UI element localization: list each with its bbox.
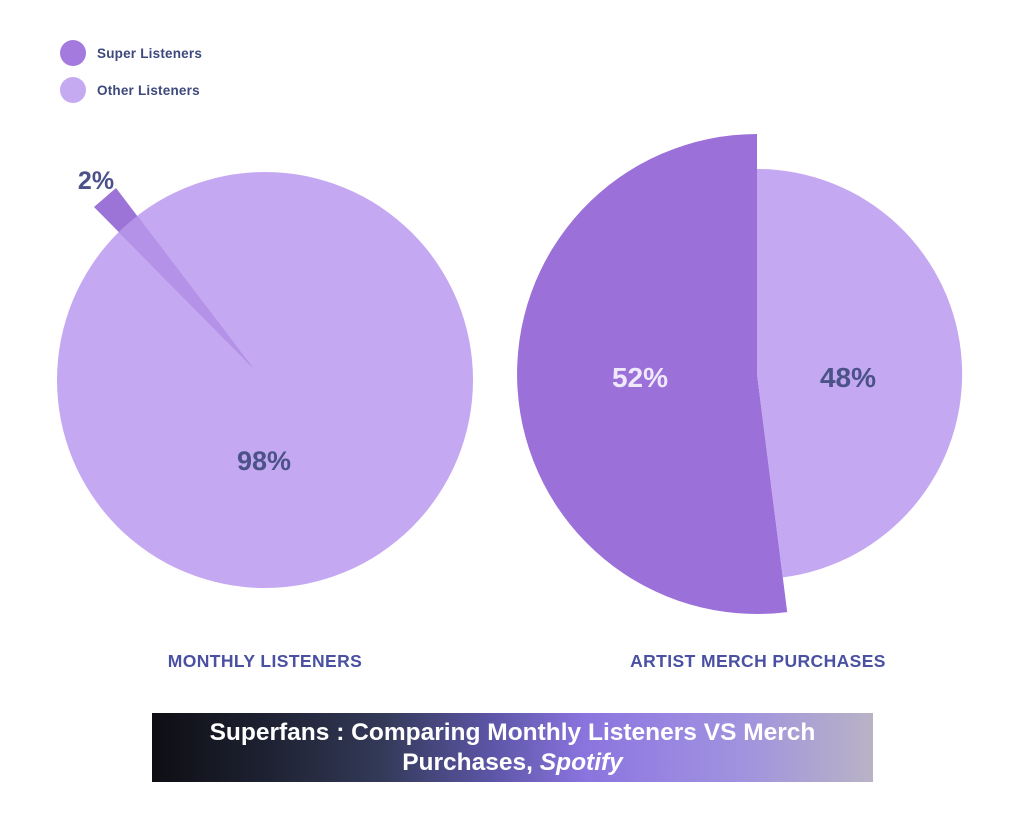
legend-label-other-listeners: Other Listeners <box>97 82 200 98</box>
legend-swatch-super-icon <box>60 40 86 66</box>
legend-label-super-listeners: Super Listeners <box>97 45 203 61</box>
caption-artist-merch-purchases: ARTIST MERCH PURCHASES <box>630 651 886 671</box>
value-label-52pct: 52% <box>612 362 668 393</box>
legend-swatch-other-circle <box>60 77 86 103</box>
legend-item-super-listeners: Super Listeners <box>60 40 202 66</box>
pie-slice-super-listeners-2-overlap <box>94 188 253 368</box>
pie-slice-super-listeners-52 <box>517 134 788 614</box>
pie-monthly-listeners: 2% 98% <box>57 167 473 588</box>
value-label-2pct: 2% <box>78 167 114 195</box>
caption-monthly-listeners: MONTHLY LISTENERS <box>167 651 363 671</box>
pie-artist-merch-purchases: 52% 48% <box>517 134 963 614</box>
legend: Super Listeners Other Listeners <box>60 40 202 103</box>
pie-slice-other-listeners-98 <box>57 172 473 588</box>
pie-slice-other-listeners-48 <box>757 168 963 578</box>
title-line-1: Superfans : Comparing Monthly Listeners … <box>209 719 816 746</box>
title-line-2: Purchases, Spotify <box>152 748 873 778</box>
title-line-2-plain: Purchases, <box>402 749 540 776</box>
legend-swatch-super-circle <box>60 40 86 66</box>
title-line-2-italic: Spotify <box>539 749 623 776</box>
legend-item-other-listeners: Other Listeners <box>60 77 202 103</box>
legend-swatch-other-icon <box>60 77 86 103</box>
title-banner: Superfans : Comparing Monthly Listeners … <box>152 713 873 782</box>
value-label-98pct: 98% <box>237 446 291 476</box>
value-label-48pct: 48% <box>820 362 876 393</box>
